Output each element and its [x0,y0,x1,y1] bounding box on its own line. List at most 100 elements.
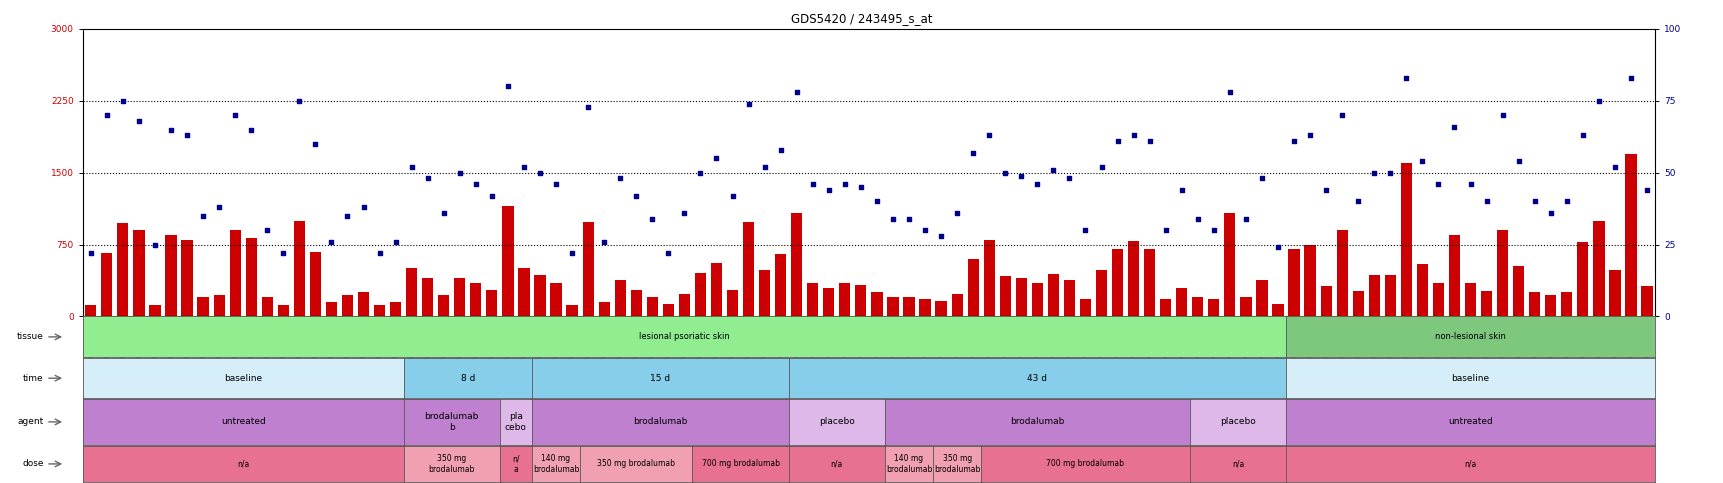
Bar [1256,280,1266,316]
Bar [1496,230,1508,316]
Bar [1192,297,1203,316]
Point [589,238,617,245]
Point [429,209,457,217]
Text: agent: agent [17,417,43,426]
Bar [613,280,625,316]
Point [1023,180,1051,188]
Bar [1625,154,1635,316]
Text: pla
cebo: pla cebo [505,412,527,432]
Bar [453,278,465,316]
Point [302,140,329,148]
Point [1632,186,1659,194]
Bar [936,301,946,316]
Point [830,180,858,188]
Point [558,249,586,257]
Bar [582,223,593,316]
Point [927,232,955,240]
Bar [422,278,432,316]
Text: non-lesional skin: non-lesional skin [1434,332,1506,341]
Bar [1513,266,1523,316]
Bar [1127,241,1139,316]
Point [798,180,825,188]
Point [253,226,281,234]
Point [1359,169,1387,176]
Bar [1111,249,1123,316]
Point [141,241,169,248]
Text: 700 mg brodalumab: 700 mg brodalumab [701,459,779,469]
Bar [534,275,544,316]
Point [1120,131,1148,139]
Bar [1480,291,1492,316]
Text: time: time [22,374,43,383]
Bar [1447,235,1459,316]
Point [686,169,713,176]
Point [606,174,634,182]
Bar [662,304,674,316]
Point [1471,198,1499,205]
Point [157,126,184,133]
Text: 140 mg
brodalumab: 140 mg brodalumab [532,454,579,474]
Point [1583,97,1611,105]
Point [1520,198,1547,205]
Point [1504,157,1532,165]
Text: n/a: n/a [830,459,843,469]
Bar [181,240,193,316]
Text: 8 d: 8 d [460,374,476,383]
Point [622,192,650,199]
Point [1263,243,1291,251]
Point [334,212,362,220]
Bar [694,273,706,316]
Point [526,169,553,176]
Text: GDS5420 / 243495_s_at: GDS5420 / 243495_s_at [791,12,932,25]
Bar [1015,278,1027,316]
Bar [341,295,353,316]
Bar [887,297,898,316]
Bar [1592,221,1604,316]
Point [1392,74,1420,82]
Bar [1144,249,1154,316]
Point [846,183,874,191]
Point [734,100,762,108]
Bar [1096,270,1106,316]
Text: brodalumab: brodalumab [632,417,687,426]
Bar [1175,287,1187,316]
Bar [102,253,112,316]
Bar [1640,286,1652,316]
Bar [679,294,689,316]
Bar [1063,280,1075,316]
Text: 350 mg
brodalumab: 350 mg brodalumab [934,454,980,474]
Point [1568,131,1595,139]
Point [815,186,843,194]
Text: n/
a: n/ a [512,454,519,474]
Point [172,131,200,139]
Point [350,203,377,211]
Point [1423,180,1451,188]
Point [1215,88,1242,96]
Bar [1608,270,1620,316]
Bar [293,221,305,316]
Text: n/a: n/a [1463,459,1477,469]
Text: n/a: n/a [1230,459,1244,469]
Bar [214,295,224,316]
Point [109,97,136,105]
Bar [710,263,722,316]
Bar [358,292,369,316]
Point [1135,137,1163,145]
Bar [1160,299,1170,316]
Bar [806,283,818,316]
Bar [1079,299,1091,316]
Bar [326,302,338,316]
Point [1375,169,1403,176]
Point [782,88,810,96]
Bar [1561,292,1571,316]
Point [1440,123,1468,130]
Point [1199,226,1227,234]
Bar [486,289,498,316]
Point [638,215,665,223]
Point [221,111,248,119]
Point [670,209,698,217]
Bar [1416,264,1427,316]
Point [477,192,505,199]
Point [767,146,794,154]
Bar [822,287,834,316]
